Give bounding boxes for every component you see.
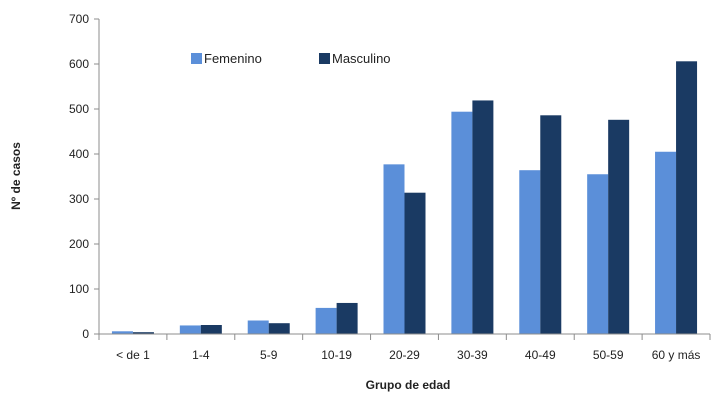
bar-masculino-3 [336, 302, 358, 334]
bar-masculino-0 [132, 332, 154, 334]
bar-masculino-7 [608, 119, 630, 334]
bar-masculino-4 [404, 192, 426, 334]
legend-label-femenino: Femenino [204, 51, 262, 66]
y-tick-label: 400 [69, 147, 89, 161]
bar-femenino-2 [247, 320, 269, 334]
axes-layer [98, 19, 710, 335]
x-tick-label: 5-9 [260, 348, 278, 362]
x-tick-label: 50-59 [593, 348, 624, 362]
legend-swatch-masculino [319, 53, 330, 64]
y-ticks: 0 100 200 300 400 500 600 700 [69, 12, 99, 341]
y-tick-label: 300 [69, 192, 89, 206]
legend-label-masculino: Masculino [332, 51, 391, 66]
bar-femenino-7 [587, 174, 609, 334]
bars-layer [111, 61, 698, 335]
x-tick-label: 1-4 [192, 348, 210, 362]
legend: Femenino Masculino [191, 51, 391, 66]
y-tick-label: 600 [69, 57, 89, 71]
legend-swatch-femenino [191, 53, 202, 64]
bar-masculino-2 [268, 323, 290, 334]
y-axis-title: Nº de casos [9, 142, 23, 210]
x-tick-label: 10-19 [321, 348, 352, 362]
x-tick-label: 60 y más [652, 348, 701, 362]
bar-femenino-1 [179, 325, 201, 334]
x-ticks: < de 1 1-4 5-9 10-19 20-29 30-39 40-49 50-59 60 … [98, 334, 711, 362]
y-tick-label: 500 [69, 102, 89, 116]
y-tick-label: 0 [82, 327, 89, 341]
y-tick-label: 700 [69, 12, 89, 26]
x-tick-label: 30-39 [457, 348, 488, 362]
bar-femenino-5 [451, 111, 473, 334]
bar-femenino-4 [383, 164, 405, 334]
bar-masculino-5 [472, 100, 494, 334]
y-tick-label: 200 [69, 237, 89, 251]
bar-masculino-1 [200, 325, 222, 334]
bar-femenino-3 [315, 307, 337, 334]
x-tick-label: < de 1 [116, 348, 150, 362]
bar-femenino-0 [111, 331, 133, 334]
bar-masculino-8 [676, 61, 698, 335]
bar-masculino-6 [540, 115, 562, 334]
bar-femenino-8 [655, 151, 677, 334]
x-tick-label: 20-29 [389, 348, 420, 362]
x-axis-title: Grupo de edad [366, 378, 451, 392]
x-tick-label: 40-49 [525, 348, 556, 362]
y-tick-label: 100 [69, 282, 89, 296]
bar-femenino-6 [519, 170, 541, 334]
